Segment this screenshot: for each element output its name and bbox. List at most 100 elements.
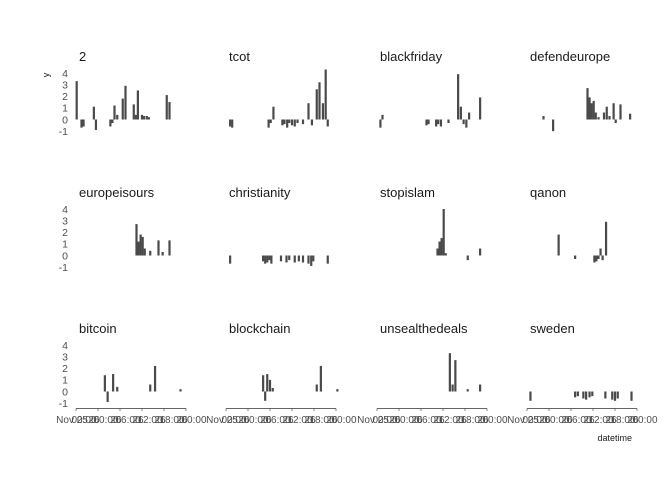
bar-sweden-12 <box>630 391 633 401</box>
xtick-label-1-2: 26 <box>88 415 100 426</box>
ytick-label-row1--1: -1 <box>59 126 68 138</box>
bar-defendeurope-10 <box>605 106 608 120</box>
bar-unsealthedeals-3 <box>454 360 457 392</box>
panel-title-1: 2 <box>79 49 86 64</box>
bar-defendeurope-2 <box>552 119 555 132</box>
xtick-time-3-5: 18:00 <box>460 415 485 426</box>
xtick-time-2-1: 00:00 <box>221 415 246 426</box>
bar-qanon-4 <box>595 255 598 262</box>
bar-europeisours-5 <box>143 248 146 256</box>
bar-defendeurope-9 <box>602 112 606 120</box>
bar-blockchain-2 <box>264 391 267 401</box>
y-axis-title: y <box>41 72 51 77</box>
bar-stopislam-1 <box>436 248 439 256</box>
bar-tcot-11 <box>293 119 296 127</box>
ytick-label-row1-2: 2 <box>62 91 68 103</box>
bar-christianity-2 <box>262 255 265 262</box>
panel-title-10: blockchain <box>229 321 290 336</box>
bar-sweden-1 <box>529 391 532 401</box>
ytick-label-row3-3: 3 <box>62 351 68 363</box>
bar-tcot-4 <box>269 119 272 123</box>
panel-title-4: defendeurope <box>530 49 610 64</box>
bar-blackfriday-13 <box>468 112 471 120</box>
bar-unsealthedeals-5 <box>479 384 482 392</box>
panel-title-7: stopislam <box>380 185 435 200</box>
bar-tcot-15 <box>310 119 314 126</box>
xtick-label-2-4: 26 <box>282 415 294 426</box>
xtick-time-4-2: 00:00 <box>544 415 569 426</box>
ytick-label-row1-3: 3 <box>62 79 68 91</box>
ytick-label-row3-1: 1 <box>62 375 68 387</box>
bar-bitcoin-3 <box>112 374 115 392</box>
bar-defendeurope-1 <box>542 116 545 120</box>
xtick-label-4-6: 26 <box>627 415 639 426</box>
bar-stopislam-2 <box>438 241 441 256</box>
bar-blockchain-6 <box>315 384 318 392</box>
bar-blackfriday-6 <box>437 119 440 125</box>
bar-2-8 <box>113 105 116 120</box>
bar-2-12 <box>132 104 135 120</box>
bar-defendeurope-8 <box>597 117 600 120</box>
ytick-label-row2-0: 0 <box>62 250 68 262</box>
bar-stopislam-6 <box>466 255 469 261</box>
bar-defendeurope-6 <box>592 100 595 120</box>
bar-tcot-7 <box>283 119 286 125</box>
bar-unsealthedeals-1 <box>448 353 451 392</box>
xtick-time-1-1: 00:00 <box>71 415 96 426</box>
xtick-time-1-5: 18:00 <box>159 415 184 426</box>
bar-blockchain-8 <box>336 389 339 392</box>
xtick-label-2-1: Nov 25 <box>206 415 238 426</box>
bar-europeisours-7 <box>157 240 160 256</box>
bar-2-20 <box>168 102 171 120</box>
xtick-time-3-3: 06:00 <box>416 415 441 426</box>
panel-title-9: bitcoin <box>79 321 117 336</box>
bar-christianity-3 <box>264 255 267 264</box>
bar-sweden-2 <box>574 391 577 398</box>
bar-sweden-5 <box>585 391 588 400</box>
xtick-label-4-3: 26 <box>561 415 573 426</box>
bar-christianity-15 <box>312 255 315 262</box>
bar-tcot-5 <box>272 106 275 120</box>
bar-tcot-19 <box>324 69 327 120</box>
xtick-time-4-1: 00:00 <box>522 415 547 426</box>
bar-sweden-3 <box>576 391 579 397</box>
bar-europeisours-1 <box>135 224 138 256</box>
bar-bitcoin-2 <box>106 391 109 402</box>
bar-tcot-9 <box>288 119 291 123</box>
xtick-time-4-6: 00:00 <box>632 415 657 426</box>
bar-tcot-10 <box>290 119 294 126</box>
bar-blackfriday-5 <box>435 119 438 127</box>
bar-2-17 <box>145 116 148 120</box>
bar-qanon-1 <box>557 234 560 256</box>
bar-christianity-6 <box>270 255 273 264</box>
panel-title-11: unsealthedeals <box>380 321 468 336</box>
bar-2-4 <box>92 106 95 120</box>
xtick-time-2-2: 00:00 <box>243 415 268 426</box>
panel-title-3: blackfriday <box>380 49 443 64</box>
xtick-time-2-6: 00:00 <box>331 415 356 426</box>
bar-blackfriday-4 <box>427 119 430 125</box>
bar-unsealthedeals-4 <box>466 389 469 392</box>
bar-qanon-6 <box>599 248 602 256</box>
bar-tcot-17 <box>318 82 321 120</box>
bar-christianity-11 <box>297 255 300 262</box>
bar-blockchain-5 <box>271 388 274 392</box>
xtick-label-4-4: 26 <box>583 415 595 426</box>
bar-europeisours-2 <box>137 241 140 256</box>
xtick-label-1-3: 26 <box>110 415 122 426</box>
bar-bitcoin-7 <box>179 389 182 392</box>
bar-defendeurope-14 <box>619 104 622 120</box>
xtick-time-4-5: 18:00 <box>610 415 635 426</box>
bar-sweden-6 <box>588 391 591 398</box>
ytick-label-row2-1: 1 <box>62 239 68 251</box>
bar-defendeurope-12 <box>612 103 615 120</box>
bar-tcot-18 <box>321 103 325 120</box>
bar-christianity-13 <box>307 255 310 264</box>
bar-tcot-2 <box>231 119 234 128</box>
xtick-label-2-3: 26 <box>260 415 272 426</box>
ytick-label-row2-2: 2 <box>62 227 68 239</box>
ytick-label-row1-0: 0 <box>62 114 68 126</box>
xtick-label-4-2: 26 <box>539 415 551 426</box>
bar-europeisours-8 <box>161 252 164 256</box>
